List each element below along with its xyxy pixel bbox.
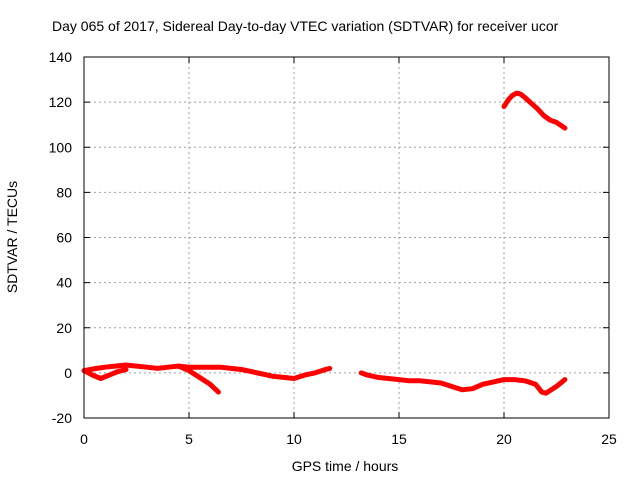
y-tick-label: 140 <box>49 49 73 65</box>
y-tick-label: 60 <box>56 230 72 246</box>
x-tick-label: 20 <box>496 431 512 447</box>
y-tick-label: 100 <box>49 139 73 155</box>
x-tick-label: 0 <box>80 431 88 447</box>
y-tick-label: 0 <box>64 365 72 381</box>
series-segment-3 <box>501 90 568 131</box>
axis-ticks: 0 5 10 15 20 25 -20 0 20 40 60 80 100 120 140 <box>49 49 617 447</box>
x-axis-label: GPS time / hours <box>291 458 399 474</box>
x-tick-label: 15 <box>391 431 407 447</box>
series-segment-2 <box>358 370 568 396</box>
plot-frame <box>83 56 610 419</box>
x-tick-label: 25 <box>601 431 617 447</box>
series-segment-1-lower <box>81 367 129 381</box>
grid-lines <box>84 57 609 418</box>
data-series <box>81 90 568 396</box>
y-tick-label: -20 <box>52 410 72 426</box>
series-segment-1 <box>81 362 333 381</box>
y-tick-label: 120 <box>49 94 73 110</box>
x-tick-label: 5 <box>185 431 193 447</box>
y-tick-label: 40 <box>56 275 72 291</box>
chart-title: Day 065 of 2017, Sidereal Day-to-day VTE… <box>52 18 559 34</box>
y-tick-label: 20 <box>56 320 72 336</box>
x-tick-label: 10 <box>286 431 302 447</box>
y-tick-label: 80 <box>56 184 72 200</box>
series-segment-1-dip <box>176 363 221 395</box>
